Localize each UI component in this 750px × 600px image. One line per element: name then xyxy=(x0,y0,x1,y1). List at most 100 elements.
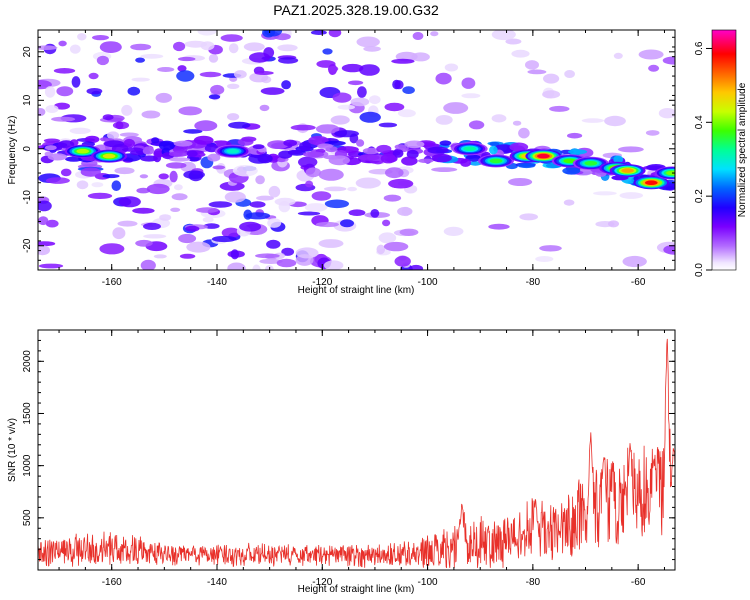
heatmap-cell xyxy=(567,149,588,155)
x-tick-label: -160 xyxy=(102,577,122,588)
heatmap-cell xyxy=(87,192,113,199)
heatmap-cell xyxy=(277,44,298,52)
y-tick-label: 1000 xyxy=(22,454,33,477)
heatmap-cell xyxy=(56,86,74,97)
heatmap-cell xyxy=(648,64,660,72)
heatmap-cell xyxy=(102,114,114,121)
heatmap-cell xyxy=(431,167,458,173)
snr-series-line xyxy=(38,338,675,569)
heatmap-cell xyxy=(130,43,152,51)
heatmap-cell xyxy=(227,83,240,90)
y-tick-label: 0 xyxy=(22,146,33,152)
heatmap-cell xyxy=(384,102,405,112)
heatmap-cell xyxy=(383,241,409,252)
heatmap-cell xyxy=(311,191,332,201)
heatmap-cell xyxy=(38,245,50,256)
heatmap-cell xyxy=(549,105,570,112)
heatmap-cell xyxy=(295,247,319,259)
heatmap-cell xyxy=(158,140,175,151)
heatmap-cell xyxy=(112,227,126,240)
heatmap-cell xyxy=(243,42,265,52)
heatmap-cell xyxy=(69,127,91,134)
heatmap-cell xyxy=(171,193,188,201)
heatmap-cell xyxy=(323,186,347,192)
heatmap-cell xyxy=(394,255,411,267)
heatmap-cell xyxy=(143,222,161,230)
heatmap-cell xyxy=(341,63,364,73)
heatmap-cell xyxy=(411,52,430,62)
heatmap-cell xyxy=(38,45,58,50)
heatmap-cell xyxy=(84,135,100,144)
heatmap-cell xyxy=(197,30,217,36)
heatmap-cell xyxy=(127,86,141,96)
heatmap-cell xyxy=(254,71,274,75)
colorbar-tick-label: 0.2 xyxy=(694,189,705,203)
heatmap-cell xyxy=(188,156,200,162)
snr-frame xyxy=(37,329,676,571)
heatmap-cell xyxy=(173,41,186,52)
heatmap-cell xyxy=(489,145,498,155)
heatmap-cell xyxy=(153,148,165,158)
heatmap-cell xyxy=(370,209,380,218)
x-tick-label: -60 xyxy=(631,277,646,288)
heatmap-cell xyxy=(99,41,122,53)
heatmap-cell xyxy=(385,167,404,179)
spectrogram-frame xyxy=(37,29,676,271)
heatmap-cell xyxy=(141,110,161,119)
colorbar: 0.0 0.2 0.4 0.6 Normalized spectral amplitu… xyxy=(694,29,748,277)
heatmap-cell xyxy=(212,165,226,170)
heatmap-cell xyxy=(297,211,321,216)
heatmap-cell xyxy=(255,175,265,185)
heatmap-cell xyxy=(252,264,261,270)
heatmap-cell xyxy=(47,153,68,161)
heatmap-cell xyxy=(539,245,562,252)
colorbar-ticks: 0.0 0.2 0.4 0.6 xyxy=(694,41,712,277)
heatmap-cell xyxy=(378,122,398,128)
heatmap-cell xyxy=(662,56,675,65)
heatmap-cell xyxy=(43,138,61,143)
x-tick-label: -100 xyxy=(418,577,438,588)
heatmap-cell xyxy=(328,30,342,38)
heatmap-cell xyxy=(69,44,81,54)
heatmap-cell xyxy=(155,92,172,103)
heatmap-cell xyxy=(266,239,281,249)
heatmap-cell xyxy=(103,140,125,148)
heatmap-cell xyxy=(443,102,469,114)
heatmap-cell xyxy=(135,239,153,247)
heatmap-cell xyxy=(249,201,266,208)
heatmap-cell xyxy=(186,150,198,157)
heatmap-cell xyxy=(310,30,327,35)
heatmap-cell xyxy=(131,77,150,82)
heatmap-cell xyxy=(491,114,507,123)
heatmap-cell xyxy=(208,201,233,208)
heatmap-cell xyxy=(140,259,156,270)
heatmap-cell xyxy=(132,207,155,214)
heatmap-cell xyxy=(44,145,57,151)
x-tick-label: -100 xyxy=(418,277,438,288)
heatmap-cell xyxy=(207,153,221,162)
heatmap-cell xyxy=(211,235,237,243)
heatmap-cell xyxy=(334,130,359,138)
heatmap-cell xyxy=(402,86,415,94)
heatmap-cell xyxy=(51,116,76,122)
heatmap-cell xyxy=(613,52,623,60)
heatmap-cell xyxy=(392,149,404,158)
heatmap-cell xyxy=(159,214,172,221)
heatmap-cell xyxy=(230,249,239,260)
heatmap-cell xyxy=(397,109,416,118)
heatmap-cell xyxy=(305,180,314,188)
heatmap-hotspot xyxy=(489,158,503,164)
heatmap-cell xyxy=(380,153,397,164)
heatmap-cell xyxy=(58,140,75,149)
heatmap-cell xyxy=(260,87,285,95)
x-tick-label: -160 xyxy=(102,277,122,288)
heatmap-cell xyxy=(121,104,133,116)
heatmap-cell xyxy=(170,207,181,212)
heatmap-cell xyxy=(227,113,240,121)
heatmap-cell xyxy=(256,195,274,201)
heatmap-cell xyxy=(178,233,197,244)
x-tick-label: -120 xyxy=(312,577,332,588)
heatmap-cell xyxy=(208,94,221,100)
heatmap-cell xyxy=(461,77,476,89)
heatmap-cell xyxy=(527,69,547,75)
